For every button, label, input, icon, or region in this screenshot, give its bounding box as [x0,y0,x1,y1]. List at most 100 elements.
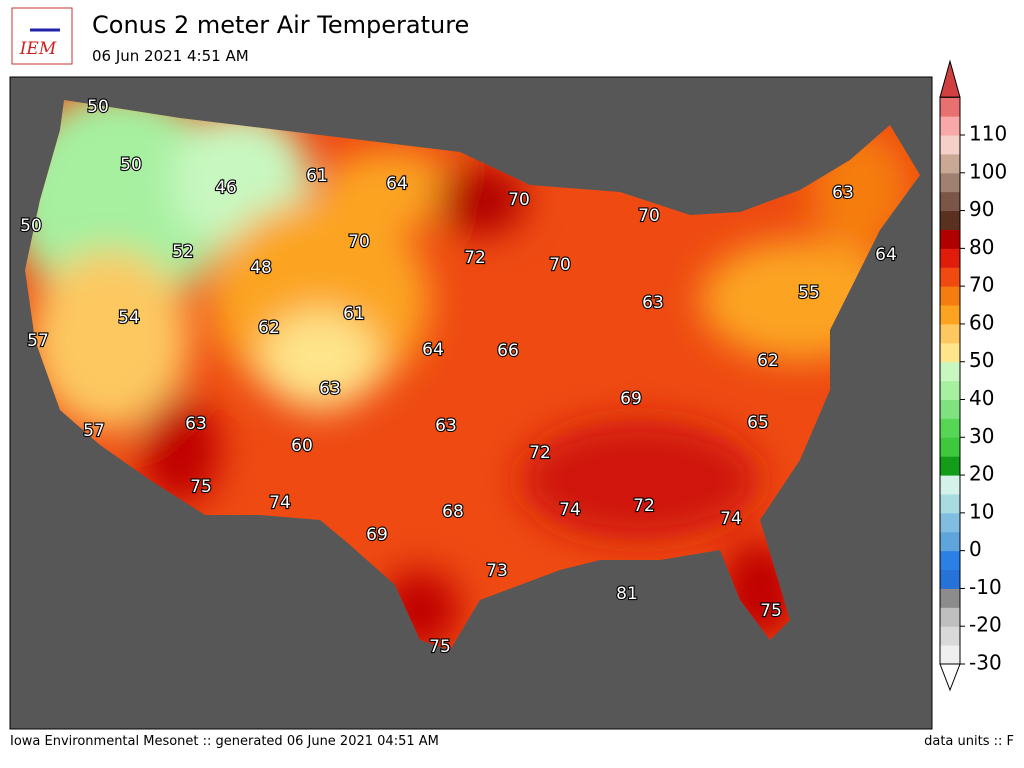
station-label: 73 [486,561,508,581]
station-label: 66 [497,341,519,361]
station-label: 64 [386,174,408,194]
station-label: 69 [620,389,642,409]
station-label: 74 [559,500,581,520]
colorbar-tick-label: 40 [969,386,994,410]
colorbar-segment [940,399,960,419]
station-label: 74 [720,509,742,529]
station-label: 61 [343,304,365,324]
colorbar-tick-label: -10 [969,575,1002,599]
colorbar-segment [940,645,960,665]
station-label: 74 [269,493,291,513]
colorbar-outline [939,96,961,665]
station-label: 75 [429,637,451,657]
station-label: 75 [760,601,782,621]
subtitle: 06 Jun 2021 4:51 AM [92,47,249,65]
colorbar-segment [940,153,960,174]
colorbar-tick-label: 90 [969,197,994,221]
colorbar-segment [940,588,960,608]
station-label: 72 [464,248,486,268]
station-label: 70 [508,190,530,210]
station-label: 75 [190,477,212,497]
station-label: 64 [422,340,444,360]
footer-left: Iowa Environmental Mesonet :: generated … [10,734,439,749]
station-label: 46 [215,178,237,198]
colorbar-segment [940,229,960,249]
colorbar-tick-label: -30 [969,651,1002,675]
colorbar-segment [940,361,960,382]
station-label: 61 [306,166,328,186]
station-label: 62 [757,351,779,371]
station-label: 57 [27,331,49,351]
colorbar-segment [940,191,960,212]
colorbar-tick-label: 50 [969,348,994,372]
colorbar-segment [940,267,960,287]
station-label: 72 [529,443,551,463]
colorbar-segment [940,607,960,627]
station-label: 50 [87,97,109,117]
colorbar-tick-label: -20 [969,613,1002,637]
station-label: 57 [83,421,105,441]
colorbar-segment [940,342,960,363]
station-label: 63 [185,414,207,434]
station-label: 54 [118,308,140,328]
logo: IEM [11,7,73,65]
station-label: 63 [435,416,457,436]
colorbar-tick-label: 80 [969,235,994,259]
station-label: 62 [258,318,280,338]
station-label: 70 [638,206,660,226]
footer-right: data units :: F [924,734,1014,749]
colorbar-segment [940,97,960,117]
colorbar-segment [940,418,960,438]
colorbar-segment [940,286,960,306]
colorbar-segment [940,493,960,514]
logo-text: IEM [19,39,57,59]
colorbar-segment [940,305,960,325]
colorbar-segment [940,437,960,457]
station-label: 69 [366,525,388,545]
station-label: 63 [319,379,341,399]
colorbar-segment [940,550,960,571]
field-shading [25,100,910,650]
colorbar-segment [940,531,960,552]
colorbar-segment [940,475,960,495]
colorbar-tick-label: 60 [969,310,994,334]
colorbar-segment [940,323,960,344]
station-label: 64 [875,245,897,265]
station-label: 68 [442,502,464,522]
station-label: 81 [616,584,638,604]
station-label: 55 [798,283,820,303]
colorbar-segment [940,210,960,230]
colorbar-tick-label: 70 [969,273,994,297]
colorbar-tick-label: 110 [969,122,1007,146]
station-label: 63 [832,183,854,203]
station-label: 52 [172,242,194,262]
colorbar-tick-label: 0 [969,537,982,561]
colorbar-tick-label: 10 [969,499,994,523]
station-label: 70 [348,232,370,252]
station-label: 63 [642,293,664,313]
station-label: 65 [747,413,769,433]
station-label: 60 [291,436,313,456]
colorbar-segment [940,512,960,533]
colorbar: -30 -20 -10 0 10 20 30 40 50 60 70 80 90 100 110 [939,59,1007,692]
colorbar-segment [940,380,960,400]
colorbar-segment [940,569,960,589]
station-labels: 50 50 46 61 64 70 70 50 52 48 70 72 70 54 62 61 64 66 63 55… [19,96,898,658]
title: Conus 2 meter Air Temperature [92,11,469,39]
station-label: 48 [250,258,272,278]
colorbar-segment [940,135,960,155]
colorbar-segment [940,116,960,136]
station-label: 72 [633,496,655,516]
station-label: 70 [549,255,571,275]
logo-frame [11,7,73,65]
station-label: 50 [120,155,142,175]
colorbar-segment [940,248,960,268]
colorbar-tick-label: 20 [969,462,994,486]
colorbar-tick-label: 30 [969,424,994,448]
colorbar-segment [940,172,960,193]
colorbar-tick-label: 100 [969,159,1007,183]
station-label: 50 [20,216,42,236]
colorbar-segment [940,626,960,646]
colorbar-segment [940,456,960,476]
